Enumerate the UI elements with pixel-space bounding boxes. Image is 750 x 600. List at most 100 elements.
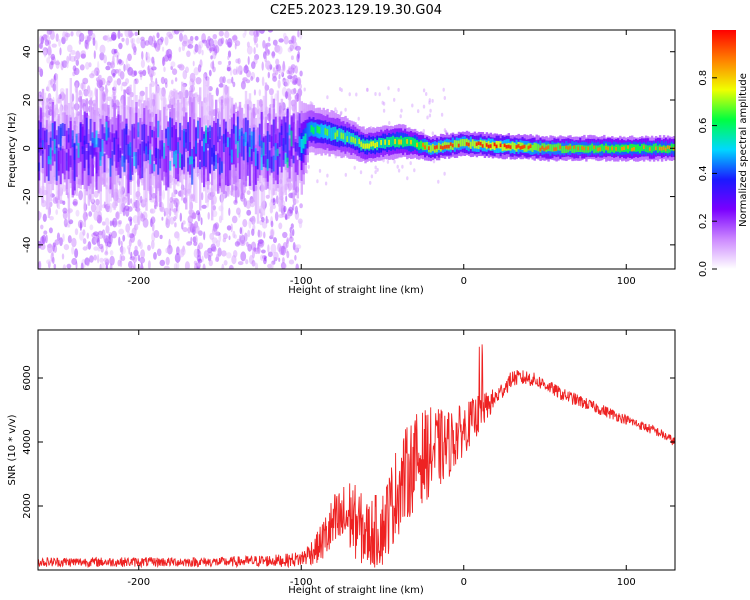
spectrogram-noise-cell: [182, 227, 188, 233]
spectrogram-noise-cell: [270, 220, 274, 228]
colorbar-tick-label: 0.4: [698, 165, 709, 181]
spectrogram-noise-cell: [117, 68, 122, 77]
spectrogram-noise-cell: [113, 80, 117, 90]
spectrogram-ridge-cell: [185, 120, 188, 210]
spectrogram-ridge-cell: [326, 129, 329, 136]
spectrogram-noise-cell: [134, 223, 139, 231]
spectrogram-noise-cell: [47, 83, 51, 92]
spectrogram-noise-cell: [227, 38, 233, 48]
spectrogram-ridge-cell: [133, 127, 136, 157]
spectrogram-noise-cell: [132, 255, 138, 263]
spectrogram-ridge-cell: [141, 124, 144, 140]
spectrogram-noise-cell: [292, 75, 296, 82]
spectrogram-ridge-cell: [236, 116, 240, 143]
spectrogram-noise-cell: [181, 222, 184, 230]
spectrogram-ridge-cell: [539, 147, 542, 152]
spectrogram-ridge-cell: [131, 124, 134, 158]
spectrogram-noise-cell: [132, 201, 137, 209]
spectrogram-noise-cell: [120, 84, 123, 92]
spectrogram-ridge-cell: [386, 137, 389, 148]
spectrogram-noise-cell: [192, 212, 197, 220]
spectrogram-noise-cell: [263, 231, 266, 239]
spectrogram-noise-cell: [106, 80, 111, 86]
spectrogram-ridge-cell: [220, 135, 224, 172]
spectrogram-ridge-cell: [143, 141, 146, 154]
spectrogram-noise-cell: [89, 224, 94, 231]
spectrogram-noise-cell: [80, 262, 84, 269]
spectrogram-noise-cell: [264, 55, 268, 63]
spectrogram-noise-cell: [109, 255, 115, 266]
spectrogram-noise-cell: [236, 207, 241, 215]
spectrogram-ridge-cell: [495, 140, 498, 149]
spectrogram-ridge-cell: [222, 135, 226, 194]
spectrogram-ridge-cell: [332, 126, 335, 140]
spectrogram-noise-cell: [150, 73, 153, 82]
spectrogram-noise-cell: [99, 257, 104, 263]
spectrogram-ridge-cell: [601, 144, 604, 152]
spectrogram-ridge-cell: [213, 153, 216, 171]
spectrogram-noise-cell: [125, 86, 131, 94]
spectrogram-ridge-cell: [370, 141, 373, 147]
spectrogram-noise-cell: [287, 75, 293, 80]
spectrogram-noise-cell: [240, 80, 246, 90]
spectrogram-ridge-cell: [183, 131, 186, 167]
spectrogram-ridge-cell: [149, 121, 152, 175]
spectrogram-noise-cell: [212, 66, 216, 73]
spectrogram-ridge-cell: [666, 146, 670, 154]
spectrogram-ridge-cell: [368, 143, 371, 149]
spectrogram-noise-cell: [234, 241, 240, 247]
spectrogram-ridge-cell: [509, 145, 512, 149]
spectrogram-ridge-cell: [191, 102, 194, 163]
spectrogram-ridge-cell: [129, 142, 132, 156]
spectrogram-noise-cell: [86, 232, 90, 239]
spectrogram-noise-cell: [124, 64, 129, 71]
spectrogram-ridge-cell: [662, 146, 666, 150]
spectrogram-noise-cell: [397, 168, 401, 173]
spectrogram-ridge-cell: [135, 152, 138, 169]
spectrogram-ridge-cell: [91, 138, 94, 159]
spectrogram-noise-cell: [38, 260, 42, 269]
spectrogram-noise-cell: [89, 73, 95, 79]
spectrogram-noise-cell: [214, 256, 220, 262]
spectrogram-noise-cell: [189, 221, 193, 228]
spectrogram-ridge-cell: [296, 120, 299, 152]
spectrogram-noise-cell: [41, 234, 46, 245]
spectrogram-noise-cell: [228, 60, 232, 65]
spectrogram-x-label: Height of straight line (km): [288, 285, 424, 296]
spectrogram-ridge-cell: [650, 145, 654, 153]
spectrogram-ridge-cell: [171, 127, 174, 138]
spectrogram-ridge-cell: [83, 140, 86, 169]
spectrogram-ridge-cell: [664, 147, 668, 152]
snr-frame: [37, 329, 676, 571]
spectrogram-noise-cell: [56, 232, 61, 241]
spectrogram-ridge-cell: [63, 123, 67, 136]
spectrogram-noise-cell: [53, 263, 57, 269]
spectrogram-noise-cell: [425, 92, 428, 96]
spectrogram-ridge-cell: [527, 145, 530, 150]
spectrogram-noise-cell: [161, 216, 164, 221]
spectrogram-noise-cell: [226, 225, 232, 231]
spectrogram-ridge-cell: [414, 138, 417, 148]
spectrogram-noise-cell: [246, 209, 252, 216]
spectrogram-noise-cell: [417, 109, 420, 114]
spectrogram-ridge-cell: [318, 126, 321, 134]
spectrogram-ridge-cell: [41, 140, 45, 148]
spectrogram-noise-cell: [106, 34, 110, 43]
spectrogram-noise-cell: [214, 45, 220, 54]
spectrogram-ridge-cell: [521, 145, 524, 149]
spectrogram-ridge-cell: [607, 146, 610, 151]
spectrogram-noise-cell: [214, 222, 220, 230]
spectrogram-ridge-cell: [563, 145, 566, 154]
spectrogram-ridge-cell: [209, 125, 212, 138]
spectrogram-ridge-cell: [358, 138, 361, 145]
spectrogram-ridge-cell: [487, 144, 491, 149]
spectrogram-noise-cell: [370, 174, 374, 179]
spectrogram-ridge-cell: [282, 144, 285, 160]
spectrogram-ridge-cell: [356, 135, 359, 147]
spectrogram-ridge-cell: [109, 158, 112, 177]
spectrogram-noise-cell: [178, 30, 185, 33]
spectrogram-noise-cell: [290, 88, 297, 95]
colorbar-bar: [712, 30, 736, 269]
spectrogram-ridge-cell: [533, 142, 536, 150]
spectrogram-noise-cell: [294, 205, 298, 215]
